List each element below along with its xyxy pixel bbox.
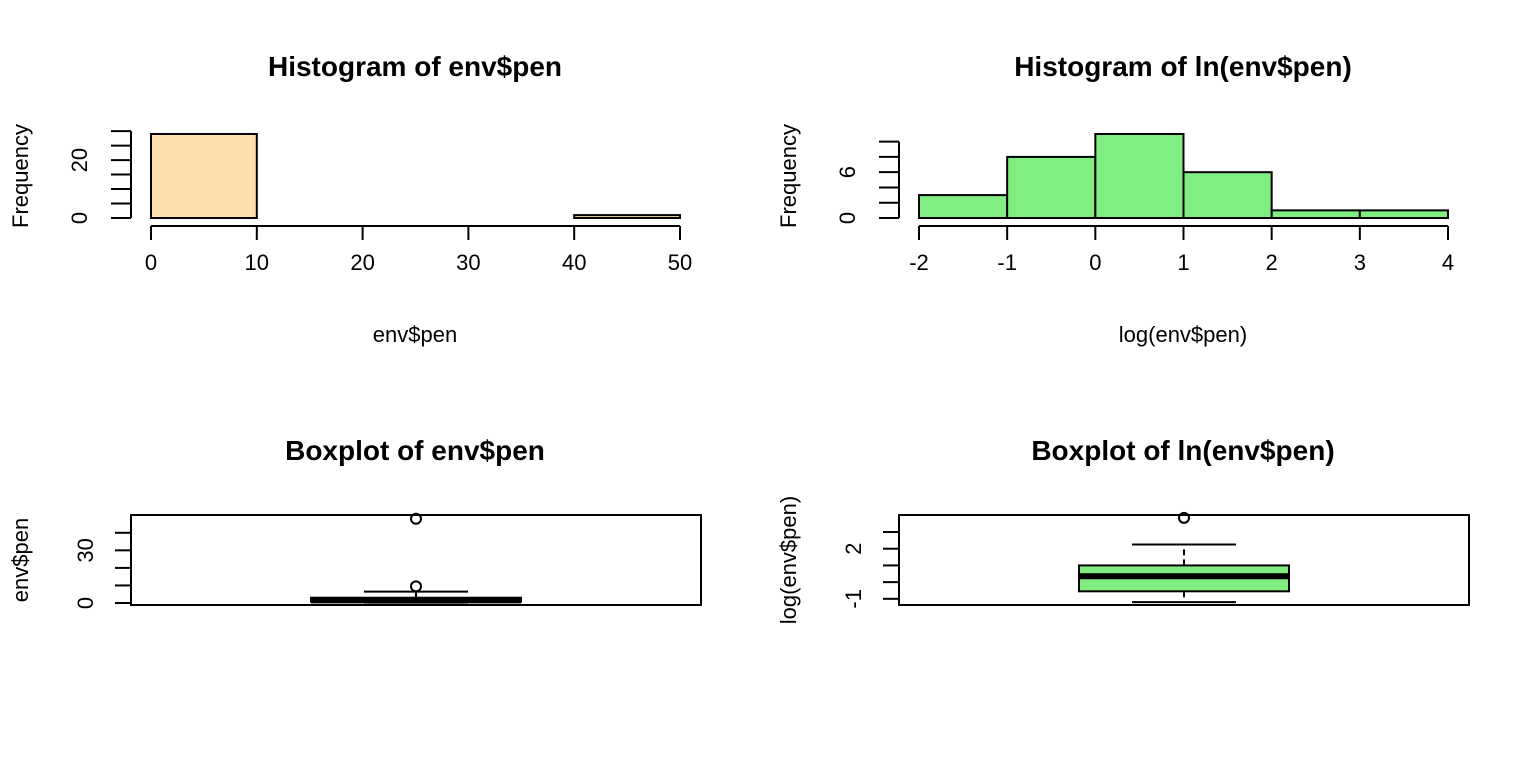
y-axis-label: log(env$pen) — [776, 496, 801, 624]
histogram-bar — [573, 214, 682, 220]
histogram-bar — [1270, 209, 1361, 219]
chart-title: Boxplot of ln(env$pen) — [1031, 435, 1334, 466]
x-axis-label: env$pen — [373, 322, 457, 347]
histogram-env-pen-panel: Histogram of env$pen env$pen Frequency 0… — [8, 51, 692, 347]
x-tick-label: 0 — [145, 250, 157, 275]
x-tick-label: 30 — [456, 250, 480, 275]
histogram-bar — [1182, 171, 1273, 220]
x-tick-label: -1 — [997, 250, 1017, 275]
boxplot-ln-env-pen-panel: Boxplot of ln(env$pen) log(env$pen) -1 2 — [776, 435, 1470, 624]
chart-title: Boxplot of env$pen — [285, 435, 545, 466]
outlier-point — [410, 580, 422, 593]
chart-title: Histogram of env$pen — [268, 51, 562, 82]
histogram-bar — [1094, 133, 1185, 219]
x-tick-label: 10 — [245, 250, 269, 275]
x-tick-label: 2 — [1266, 250, 1278, 275]
x-tick-label: 40 — [562, 250, 586, 275]
y-tick-label: 6 — [835, 166, 860, 178]
histogram-bar — [918, 194, 1009, 220]
histogram-bar — [1006, 155, 1097, 219]
y-tick-label: 20 — [67, 148, 92, 172]
x-tick-label: 20 — [350, 250, 374, 275]
y-tick-label: 2 — [841, 543, 866, 555]
x-tick-label: -2 — [909, 250, 929, 275]
x-tick-label: 4 — [1442, 250, 1454, 275]
y-axis-label: Frequency — [8, 124, 33, 228]
outlier-point — [1178, 511, 1190, 524]
y-tick-label: 30 — [73, 538, 98, 562]
boxplot-env-pen-panel: Boxplot of env$pen env$pen 0 30 — [8, 435, 702, 609]
x-tick-label: 50 — [668, 250, 692, 275]
histogram-ln-env-pen-panel: Histogram of ln(env$pen) log(env$pen) Fr… — [776, 51, 1454, 347]
histogram-bar — [1358, 209, 1450, 219]
x-axis-label: log(env$pen) — [1119, 322, 1247, 347]
x-tick-label: 3 — [1354, 250, 1366, 275]
y-tick-label: -1 — [841, 589, 866, 609]
chart-title: Histogram of ln(env$pen) — [1014, 51, 1352, 82]
y-tick-label: 0 — [835, 212, 860, 224]
y-axis-label: Frequency — [776, 124, 801, 228]
x-tick-label: 1 — [1177, 250, 1189, 275]
histogram-bar — [150, 133, 258, 219]
y-tick-label: 0 — [73, 597, 98, 609]
outlier-point — [410, 512, 422, 525]
x-tick-label: 0 — [1089, 250, 1101, 275]
y-tick-label: 0 — [67, 212, 92, 224]
y-axis-label: env$pen — [8, 518, 33, 602]
